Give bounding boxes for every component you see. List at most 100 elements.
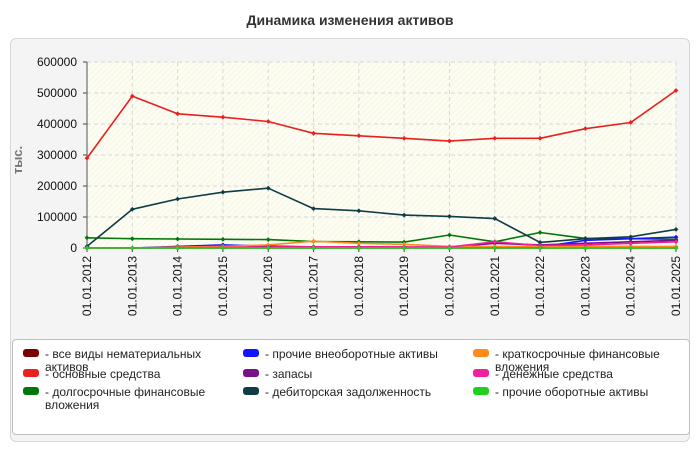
data-point	[492, 135, 498, 141]
legend-swatch	[473, 349, 489, 357]
data-point	[582, 245, 588, 251]
x-tick-label: 01.01.2020	[442, 256, 456, 316]
data-point	[311, 130, 316, 136]
series-line-1	[86, 89, 677, 159]
x-tick-label: 01.01.2017	[307, 256, 321, 316]
series-lines	[86, 89, 677, 249]
y-tick-label: 100000	[37, 210, 77, 224]
y-tick-label: 300000	[37, 148, 77, 162]
data-point	[492, 239, 498, 245]
data-point	[220, 114, 226, 120]
data-point	[265, 119, 271, 124]
series-points	[84, 88, 679, 251]
legend-label: - запасы	[265, 367, 313, 381]
legend-label: - дебиторская задолженность	[265, 385, 432, 399]
data-point	[175, 236, 181, 242]
data-point	[628, 234, 634, 240]
legend-label: - все виды нематериальных активов	[45, 347, 202, 374]
data-point	[220, 245, 226, 251]
data-point	[84, 155, 90, 161]
data-point	[356, 245, 362, 251]
data-point	[311, 206, 316, 212]
legend-label: - прочие оборотные активы	[495, 385, 649, 399]
legend-swatch	[243, 349, 259, 357]
data-point	[265, 185, 271, 191]
x-tick-label: 01.01.2023	[578, 256, 592, 316]
legend-label: - основные средства	[45, 367, 161, 381]
data-point	[537, 243, 543, 248]
y-tick-label: 200000	[37, 179, 77, 193]
data-point	[129, 236, 135, 242]
legend-swatch	[23, 369, 39, 377]
data-point	[492, 245, 498, 251]
x-tick-label: 01.01.2022	[533, 256, 547, 316]
x-tick-label: 01.01.2012	[80, 256, 94, 316]
legend-label: - долгосрочные финансовые вложения	[45, 385, 206, 412]
data-point	[401, 245, 407, 251]
series-line-5	[86, 187, 677, 248]
data-point	[401, 135, 407, 141]
y-tick-label: 600000	[37, 55, 77, 69]
legend-swatch	[243, 369, 259, 377]
legend-swatch	[23, 349, 39, 357]
data-point	[175, 245, 181, 251]
data-point	[673, 227, 679, 232]
data-point	[311, 245, 316, 251]
data-point	[220, 189, 226, 195]
data-point	[492, 216, 498, 221]
x-tick-label: 01.01.2013	[125, 256, 139, 316]
data-point	[537, 135, 543, 141]
data-point	[356, 208, 362, 214]
data-point	[84, 235, 90, 241]
legend-swatch	[473, 387, 489, 395]
data-point	[356, 240, 362, 246]
legend-label: - прочие внеоборотные активы	[265, 347, 438, 361]
data-point	[582, 126, 588, 132]
data-point	[673, 88, 679, 93]
data-point	[175, 196, 181, 202]
data-point	[220, 236, 226, 242]
legend-swatch	[243, 387, 259, 395]
series-line-2	[86, 231, 677, 243]
legend-label: - денежные средства	[495, 367, 613, 381]
y-axis-label: тыс.	[10, 146, 25, 174]
data-point	[265, 237, 271, 243]
data-point	[673, 245, 679, 251]
y-tick-label: 500000	[37, 86, 77, 100]
data-point	[537, 230, 543, 235]
data-point	[447, 232, 452, 238]
data-point	[537, 245, 543, 251]
x-tick-label: 01.01.2021	[488, 256, 502, 316]
data-point	[628, 240, 634, 246]
data-point	[265, 245, 271, 251]
data-point	[175, 111, 181, 117]
data-point	[582, 236, 588, 242]
chart-title: Динамика изменения активов	[246, 12, 454, 28]
data-point	[401, 212, 407, 218]
data-point	[628, 245, 634, 251]
x-tick-label: 01.01.2018	[352, 256, 366, 316]
data-point	[129, 93, 135, 99]
data-point	[628, 120, 634, 125]
tick-labels: 0 100000 200000 300000 400000 500000 600000 01.…	[37, 55, 683, 316]
x-tick-label: 01.01.2016	[261, 256, 275, 316]
legend-label: - краткосрочные финансовые вложения	[495, 347, 660, 374]
data-point	[447, 213, 452, 219]
data-point	[401, 241, 407, 247]
data-point	[673, 239, 679, 245]
data-point	[129, 245, 135, 251]
legend-swatch	[23, 387, 39, 395]
data-point	[311, 238, 316, 244]
x-tick-label: 01.01.2025	[669, 256, 683, 316]
data-point	[537, 240, 543, 245]
data-point	[129, 206, 135, 212]
legend-swatch	[473, 369, 489, 377]
data-point	[447, 138, 452, 144]
y-tick-label: 0	[70, 241, 77, 255]
y-tick-label: 400000	[37, 117, 77, 131]
x-tick-label: 01.01.2015	[216, 256, 230, 316]
x-tick-label: 01.01.2019	[397, 256, 411, 316]
x-tick-label: 01.01.2014	[171, 256, 185, 316]
data-point	[84, 245, 90, 251]
